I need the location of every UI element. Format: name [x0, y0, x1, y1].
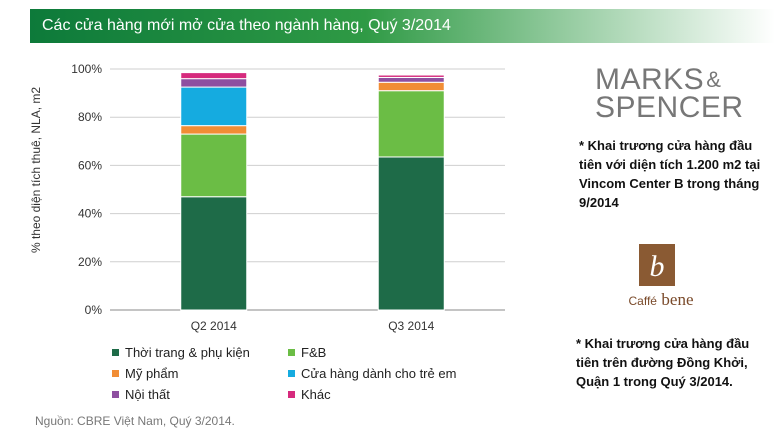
ms-logo-line1: MARKS [595, 63, 705, 96]
legend-item: Thời trang & phụ kiện [112, 345, 250, 360]
svg-text:b: b [650, 250, 665, 283]
legend-label: Thời trang & phụ kiện [125, 345, 250, 360]
bar-segment [377, 156, 445, 311]
legend-swatch [112, 391, 119, 398]
bar-segment [180, 72, 248, 80]
header-banner: Các cửa hàng mới mở cửa theo ngành hàng,… [30, 9, 775, 43]
cb-logo-caffe: Caffé [628, 294, 657, 308]
bar-segment [377, 90, 445, 158]
marks-spencer-logo: MARKS& SPENCER [595, 63, 744, 124]
legend-item: Khác [288, 387, 331, 402]
y-axis-label: % theo diện tích thuê, NLA, m2 [29, 86, 43, 254]
legend-label: Nội thất [125, 387, 170, 402]
y-tick-label: 60% [78, 158, 102, 172]
legend-label: Khác [301, 387, 331, 402]
legend-swatch [288, 349, 295, 356]
bar-segment [180, 86, 248, 127]
legend-swatch [288, 370, 295, 377]
ms-logo-line2: SPENCER [595, 91, 744, 124]
bar-segment [377, 76, 445, 83]
stacked-bar-chart: 0% 20% 40% 60% 80% 100% Q2 2014 Q3 2014 [71, 62, 505, 333]
x-tick-label: Q2 2014 [191, 319, 237, 333]
y-tick-label: 100% [71, 62, 102, 76]
bar-segment [377, 81, 445, 92]
legend-item: Nội thất [112, 387, 170, 402]
bar-segment [180, 125, 248, 135]
legend-item: Mỹ phẩm [112, 366, 178, 381]
legend-swatch [288, 391, 295, 398]
bar-segment [180, 78, 248, 88]
caffe-bene-logo-mark: b [639, 244, 675, 286]
ms-note: * Khai trương cửa hàng đầu tiên với diện… [579, 138, 761, 210]
legend-label: Cửa hàng dành cho trẻ em [301, 366, 457, 381]
source-note: Nguồn: CBRE Việt Nam, Quý 3/2014. [35, 414, 235, 428]
legend-label: F&B [301, 345, 327, 360]
cb-logo-bene: bene [661, 290, 694, 309]
y-tick-label: 80% [78, 110, 102, 124]
legend-swatch [112, 349, 119, 356]
legend-swatch [112, 370, 119, 377]
caffe-bene-b-icon: b [650, 250, 665, 283]
header-gradient-bar [30, 9, 775, 43]
bar-segment [180, 133, 248, 198]
page-title: Các cửa hàng mới mở cửa theo ngành hàng,… [42, 17, 451, 34]
bar-segment [377, 74, 445, 78]
caffe-bene-logo-text: Caffé bene [616, 290, 706, 310]
legend-label: Mỹ phẩm [125, 366, 179, 381]
y-tick-label: 40% [78, 207, 102, 221]
x-tick-label: Q3 2014 [388, 319, 434, 333]
caffe-bene-note: * Khai trương cửa hàng đầu tiên trên đườ… [576, 336, 750, 389]
legend-item: F&B [288, 345, 326, 360]
y-tick-label: 20% [78, 255, 102, 269]
y-tick-label: 0% [85, 303, 103, 317]
legend-item: Cửa hàng dành cho trẻ em [288, 366, 456, 381]
bar-segment [180, 196, 248, 311]
ms-logo-ampersand: & [706, 67, 722, 92]
